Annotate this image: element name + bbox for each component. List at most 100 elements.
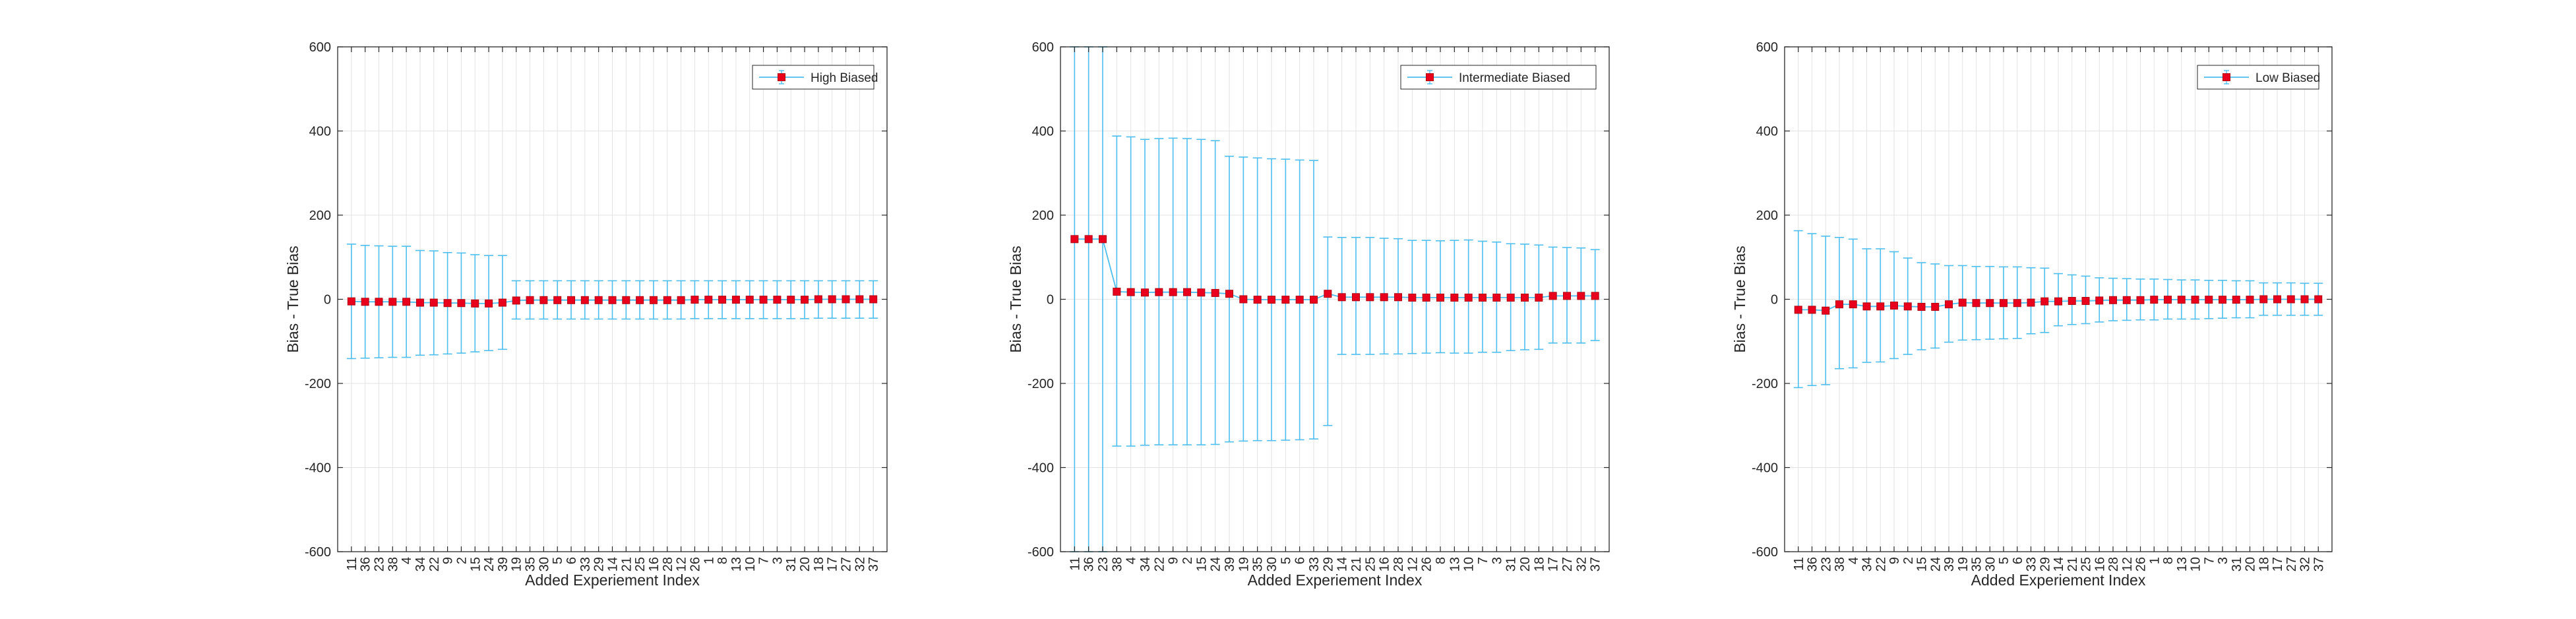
data-point	[1169, 288, 1177, 296]
x-tick-label: 31	[1504, 557, 1519, 571]
x-tick-label: 24	[1928, 557, 1943, 571]
x-tick-label: 7	[757, 557, 772, 564]
y-axis-label: Bias - True Bias	[284, 245, 301, 352]
x-tick-label: 38	[1833, 557, 1847, 571]
data-point	[1225, 290, 1233, 298]
x-tick-label: 14	[2052, 557, 2066, 571]
data-point	[1822, 306, 1830, 315]
x-tick-label: 29	[2038, 557, 2052, 571]
x-tick-label: 8	[716, 557, 730, 564]
data-point	[1239, 295, 1248, 304]
data-point	[1492, 293, 1501, 302]
x-tick-label: 12	[675, 557, 689, 571]
data-point	[1464, 293, 1473, 302]
data-point	[1931, 302, 1940, 311]
x-tick-label: 17	[1547, 557, 1561, 571]
data-point	[1917, 302, 1926, 311]
x-tick-label: 39	[1223, 557, 1237, 571]
data-point	[759, 296, 768, 304]
data-point	[1366, 293, 1374, 302]
data-point	[869, 295, 878, 304]
data-point	[2300, 295, 2309, 304]
y-tick-label: 0	[324, 293, 331, 308]
x-tick-label: 15	[1915, 557, 1930, 571]
data-point	[375, 298, 383, 306]
x-tick-label: 9	[1167, 557, 1181, 564]
data-point	[526, 296, 534, 304]
data-point	[498, 298, 506, 307]
data-point	[1281, 296, 1290, 304]
x-tick-label: 21	[619, 557, 634, 571]
data-point	[402, 298, 411, 306]
x-tick-label: 25	[2079, 557, 2094, 571]
y-tick-label: -400	[1027, 461, 1054, 476]
y-tick-label: 0	[1047, 293, 1054, 308]
x-tick-label: 30	[1983, 557, 1998, 571]
data-point	[1141, 288, 1149, 297]
data-point	[1549, 292, 1557, 300]
y-tick-label: 200	[1756, 209, 1778, 223]
data-point	[443, 299, 452, 308]
data-point	[1295, 296, 1304, 304]
x-tick-label: 32	[1574, 557, 1589, 571]
x-tick-label: 17	[826, 557, 840, 571]
data-point	[2081, 297, 2090, 306]
data-point	[1436, 293, 1444, 302]
x-tick-label: 26	[1420, 557, 1434, 571]
data-point	[704, 296, 713, 304]
markers	[347, 295, 878, 308]
y-tick-label: 600	[1756, 40, 1778, 55]
x-tick-label: 5	[551, 557, 565, 564]
x-tick-label: 32	[2298, 557, 2313, 571]
data-point	[2164, 296, 2172, 304]
x-tick-label: 28	[1392, 557, 1406, 571]
x-tick-label: 22	[1152, 557, 1167, 571]
data-point	[690, 296, 699, 304]
data-point	[567, 296, 576, 304]
data-point	[1577, 292, 1585, 300]
data-point	[1394, 293, 1402, 302]
x-tick-label: 5	[1997, 557, 2011, 564]
x-tick-label: 33	[578, 557, 593, 571]
data-point	[814, 295, 822, 304]
x-tick-label: 7	[2202, 557, 2217, 564]
x-tick-label: 36	[1806, 557, 1820, 571]
data-point	[2219, 296, 2226, 304]
data-point	[1337, 293, 1346, 302]
data-point	[1310, 296, 1318, 304]
legend: Intermediate Biased	[1400, 65, 1597, 90]
x-tick-label: 1	[702, 557, 716, 564]
x-tick-label: 2	[1181, 557, 1195, 564]
x-tick-label: 14	[606, 557, 621, 571]
data-point	[2191, 296, 2199, 304]
x-tick-label: 35	[524, 557, 538, 571]
data-point	[1535, 293, 1543, 302]
data-point	[553, 296, 562, 304]
x-tick-label: 3	[770, 557, 785, 564]
data-point	[2122, 296, 2131, 304]
x-tick-label: 30	[1265, 557, 1279, 571]
data-point	[2054, 297, 2062, 306]
x-tick-label: 28	[661, 557, 675, 571]
data-point	[1113, 288, 1121, 296]
x-tick-label: 22	[427, 557, 442, 571]
x-tick-label: 21	[1349, 557, 1364, 571]
y-tick-label: -400	[1752, 461, 1778, 476]
data-point	[1253, 296, 1262, 304]
x-tick-label: 5	[1279, 557, 1293, 564]
x-axis-label: Added Experiement Index	[1248, 571, 1423, 589]
data-point	[1849, 300, 1857, 309]
x-tick-label: 37	[2312, 557, 2326, 571]
x-tick-label: 7	[1476, 557, 1490, 564]
data-point	[429, 298, 438, 307]
x-tick-label: 25	[633, 557, 648, 571]
data-point	[2259, 295, 2268, 304]
x-tick-label: 3	[1490, 557, 1504, 564]
data-point	[2136, 296, 2145, 304]
x-tick-label: 12	[1405, 557, 1420, 571]
x-tick-label: 15	[1194, 557, 1209, 571]
x-tick-label: 19	[1956, 557, 1971, 571]
data-point	[608, 296, 617, 304]
x-tick-label: 37	[867, 557, 881, 571]
chart-panel-3: -600-400-2000200400600113623384342292152…	[1731, 40, 2333, 589]
